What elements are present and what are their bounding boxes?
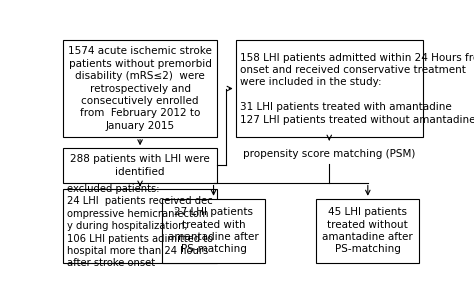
Text: 27 LHI patients
treated with
amantadine after
PS-matching: 27 LHI patients treated with amantadine … (168, 207, 259, 254)
Bar (162, 199, 265, 263)
Text: 288 patients with LHI were
identified: 288 patients with LHI were identified (70, 154, 210, 177)
Bar (316, 199, 419, 263)
Bar (63, 40, 217, 137)
Text: excluded patients:
24 LHI  patients received dec
ompressive hemicraniectom
y dur: excluded patients: 24 LHI patients recei… (67, 184, 213, 268)
Bar (236, 40, 423, 137)
Text: 1574 acute ischemic stroke
patients without premorbid
disability (mRS≤2)  were
r: 1574 acute ischemic stroke patients with… (68, 46, 212, 131)
Text: propensity score matching (PSM): propensity score matching (PSM) (243, 149, 415, 159)
Text: 45 LHI patients
treated without
amantadine after
PS-matching: 45 LHI patients treated without amantadi… (322, 207, 413, 254)
Bar (63, 148, 217, 183)
Text: 158 LHI patients admitted within 24 Hours from
onset and received conservative t: 158 LHI patients admitted within 24 Hour… (240, 52, 474, 125)
Bar (63, 190, 217, 263)
